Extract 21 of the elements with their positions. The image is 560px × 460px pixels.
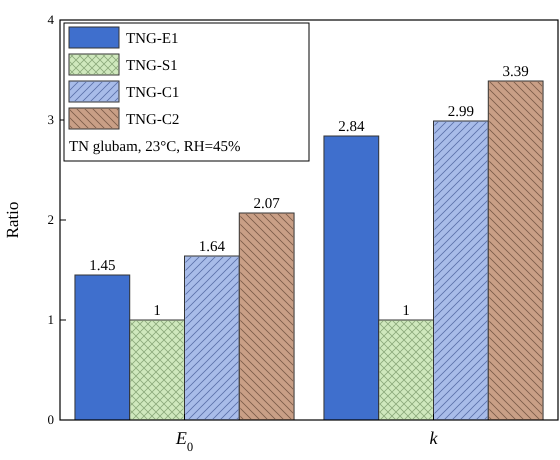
y-tick-label: 4 — [48, 12, 54, 27]
annotation: TN glubam, 23°C, RH=45% — [69, 139, 241, 155]
data-label: 1.45 — [89, 258, 116, 274]
y-axis-title: Ratio — [3, 202, 22, 238]
y-tick-label: 2 — [48, 212, 54, 227]
y-tick-label: 3 — [48, 112, 54, 127]
data-label: 1 — [153, 303, 161, 319]
legend-label: TNG-C1 — [126, 85, 180, 101]
y-tick-label: 1 — [48, 312, 54, 327]
x-tick-label: E$_{0}$ — [174, 428, 194, 454]
legend-label: TNG-E1 — [126, 31, 178, 47]
data-label: 2.99 — [448, 104, 474, 120]
data-label: 1.64 — [198, 239, 226, 255]
data-label: 3.39 — [502, 64, 529, 80]
x-tick-label: k — [430, 428, 438, 448]
legend-label: TNG-S1 — [126, 58, 178, 74]
legend-label: TNG-C2 — [126, 112, 180, 128]
data-label: 1 — [402, 303, 410, 319]
data-label: 2.84 — [338, 119, 365, 135]
y-tick-label: 0 — [48, 412, 54, 427]
data-label: 2.07 — [254, 196, 280, 212]
